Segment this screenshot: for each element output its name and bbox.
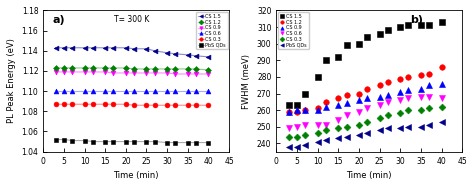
Legend: CS 1.5, CS 1.2, CS 0.9, CS 0.6, CS 0.3, PbS QDs: CS 1.5, CS 1.2, CS 0.9, CS 0.6, CS 0.3, … [196, 12, 228, 49]
Y-axis label: PL Peak Energy (eV): PL Peak Energy (eV) [7, 39, 16, 123]
Y-axis label: FWHM (meV): FWHM (meV) [242, 53, 251, 108]
X-axis label: Time (min): Time (min) [346, 171, 392, 180]
Text: a): a) [53, 15, 65, 25]
Text: T= 300 K: T= 300 K [114, 15, 149, 24]
X-axis label: Time (min): Time (min) [113, 171, 159, 180]
Text: b): b) [410, 15, 423, 25]
Legend: CS 1.5, CS 1.2, CS 0.9, CS 0.6, CS 0.3, PbS QDs: CS 1.5, CS 1.2, CS 0.9, CS 0.6, CS 0.3, … [278, 12, 309, 49]
